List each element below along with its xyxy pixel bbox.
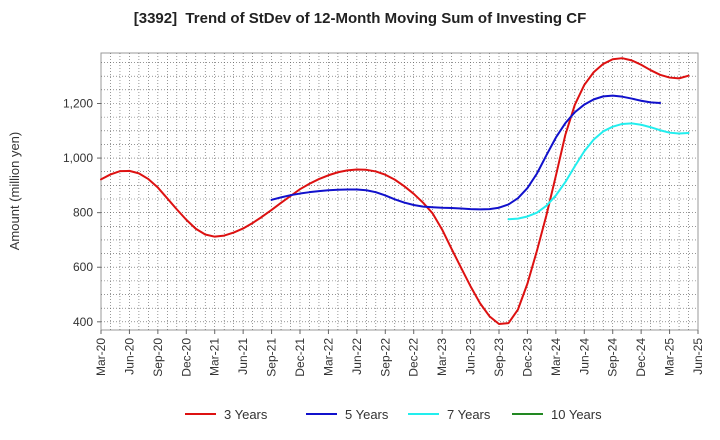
x-tick-label: Sep-24 xyxy=(606,338,620,377)
horizontal-gridlines xyxy=(101,62,698,323)
x-tick-label: Jun-22 xyxy=(350,338,364,375)
x-tick-label: Mar-25 xyxy=(663,338,677,376)
legend: 3 Years 5 Years 7 Years 10 Years xyxy=(185,407,602,422)
x-tick-label: Mar-23 xyxy=(435,338,449,376)
x-tick-label: Dec-21 xyxy=(293,338,307,377)
legend-label: 7 Years xyxy=(447,407,491,422)
x-tick-label: Mar-24 xyxy=(549,338,563,376)
vertical-gridlines xyxy=(110,53,689,330)
x-tick-label: Dec-24 xyxy=(634,338,648,377)
x-tick-label: Mar-20 xyxy=(94,338,108,376)
x-tick-label: Jun-23 xyxy=(464,338,478,375)
x-tick-label: Jun-20 xyxy=(122,338,136,375)
y-tick-label: 800 xyxy=(73,206,93,220)
x-tick-label: Dec-20 xyxy=(179,338,193,377)
x-tick-label: Dec-22 xyxy=(407,338,421,377)
legend-label: 3 Years xyxy=(224,407,268,422)
x-tick-label: Sep-21 xyxy=(265,338,279,377)
y-axis-title: Amount (million yen) xyxy=(7,132,22,251)
y-tick-label: 1,200 xyxy=(63,96,93,110)
series-line-5-years xyxy=(270,94,662,211)
x-tick-label: Jun-24 xyxy=(577,338,591,375)
x-tick-label: Dec-23 xyxy=(520,338,534,377)
legend-label: 10 Years xyxy=(551,407,602,422)
x-axis-ticks: Mar-20 Jun-20 Sep-20 Dec-20 Mar-21 Jun-21 Sep-… xyxy=(94,330,705,377)
y-tick-label: 400 xyxy=(73,315,93,329)
x-tick-label: Sep-20 xyxy=(151,338,165,377)
legend-label: 5 Years xyxy=(345,407,389,422)
x-tick-label: Jun-21 xyxy=(236,338,250,375)
y-tick-label: 1,000 xyxy=(63,151,93,165)
x-tick-label: Mar-21 xyxy=(208,338,222,376)
y-tick-label: 600 xyxy=(73,260,93,274)
x-tick-label: Jun-25 xyxy=(691,338,705,375)
series-lines xyxy=(100,57,690,325)
x-tick-label: Mar-22 xyxy=(321,338,335,376)
y-axis-ticks: 400 600 800 1,000 1,200 xyxy=(63,96,101,329)
series-line-3-years xyxy=(100,57,690,325)
plot-area xyxy=(100,52,699,331)
x-tick-label: Sep-22 xyxy=(378,338,392,377)
chart-title: [3392] Trend of StDev of 12-Month Moving… xyxy=(133,10,587,27)
x-tick-label: Sep-23 xyxy=(492,338,506,377)
series-line-7-years xyxy=(507,122,690,221)
